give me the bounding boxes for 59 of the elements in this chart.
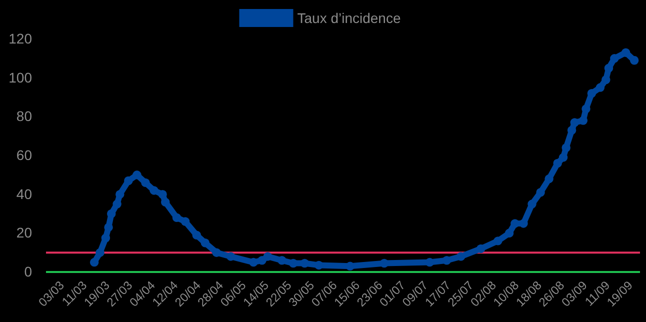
point	[278, 256, 286, 265]
y-tick-label: 120	[8, 30, 32, 46]
point	[104, 222, 113, 232]
point	[300, 258, 309, 268]
point	[124, 176, 133, 186]
point	[180, 217, 190, 226]
point	[528, 200, 536, 208]
point	[425, 258, 434, 267]
point	[158, 190, 167, 199]
point	[596, 83, 605, 92]
point	[172, 213, 182, 222]
y-tick-label: 0	[24, 263, 32, 280]
point	[249, 258, 258, 267]
point	[476, 244, 486, 254]
point	[116, 190, 124, 199]
point	[132, 170, 142, 180]
point	[567, 126, 576, 135]
point	[141, 178, 150, 188]
point	[346, 262, 354, 271]
y-tick-label: 100	[8, 69, 32, 86]
point	[226, 252, 236, 261]
point	[314, 260, 324, 270]
point	[112, 200, 122, 208]
point	[456, 252, 466, 261]
legend-label: Taux d’incidence	[297, 10, 401, 26]
y-tick-label: 80	[16, 108, 32, 124]
point	[442, 256, 452, 265]
point	[578, 116, 588, 125]
point	[602, 75, 610, 84]
point	[150, 186, 158, 195]
point	[587, 89, 596, 98]
point	[553, 158, 562, 168]
point	[96, 248, 104, 257]
point	[570, 118, 579, 127]
point	[519, 219, 528, 228]
point	[610, 54, 619, 63]
point	[494, 236, 502, 246]
point	[101, 234, 110, 242]
point	[504, 228, 514, 238]
y-tick-label: 60	[16, 146, 32, 163]
point	[621, 48, 630, 57]
point	[107, 209, 116, 218]
point	[161, 198, 170, 206]
point	[562, 143, 570, 152]
point	[90, 258, 99, 267]
point	[536, 188, 545, 197]
point	[630, 56, 639, 65]
y-tick-label: 40	[16, 186, 32, 202]
y-tick-label: 20	[16, 224, 32, 241]
point	[604, 64, 614, 72]
point	[544, 174, 554, 184]
point	[192, 230, 201, 240]
point	[510, 219, 520, 228]
point	[263, 252, 272, 261]
point	[582, 104, 590, 114]
point	[212, 248, 221, 257]
point	[558, 153, 568, 162]
point	[288, 258, 298, 268]
point	[200, 238, 210, 248]
